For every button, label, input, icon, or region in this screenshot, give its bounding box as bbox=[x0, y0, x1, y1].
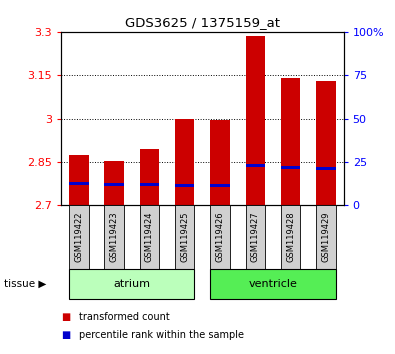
Text: GSM119427: GSM119427 bbox=[251, 212, 260, 263]
Bar bbox=[316, 81, 336, 205]
Text: GSM119426: GSM119426 bbox=[216, 212, 225, 263]
Text: GSM119429: GSM119429 bbox=[322, 212, 331, 262]
Bar bbox=[104, 183, 124, 186]
Text: atrium: atrium bbox=[113, 279, 150, 289]
Bar bbox=[69, 155, 88, 205]
Text: tissue ▶: tissue ▶ bbox=[4, 279, 46, 289]
Text: transformed count: transformed count bbox=[79, 312, 170, 322]
Bar bbox=[316, 167, 336, 170]
Text: GSM119422: GSM119422 bbox=[74, 212, 83, 262]
Title: GDS3625 / 1375159_at: GDS3625 / 1375159_at bbox=[125, 16, 280, 29]
Text: percentile rank within the sample: percentile rank within the sample bbox=[79, 330, 244, 339]
Text: GSM119423: GSM119423 bbox=[110, 212, 118, 263]
Bar bbox=[140, 183, 159, 186]
Text: ■: ■ bbox=[61, 312, 70, 322]
Text: GSM119424: GSM119424 bbox=[145, 212, 154, 262]
Bar bbox=[281, 78, 301, 205]
Bar bbox=[211, 120, 230, 205]
Bar bbox=[104, 160, 124, 205]
Text: ■: ■ bbox=[61, 330, 70, 339]
Text: GSM119428: GSM119428 bbox=[286, 212, 295, 263]
Bar bbox=[281, 166, 301, 169]
Bar bbox=[246, 36, 265, 205]
Bar bbox=[175, 184, 194, 187]
Bar bbox=[211, 184, 230, 187]
Bar bbox=[69, 182, 88, 185]
Text: ventricle: ventricle bbox=[248, 279, 297, 289]
Text: GSM119425: GSM119425 bbox=[180, 212, 189, 262]
Bar bbox=[140, 149, 159, 205]
Bar bbox=[246, 164, 265, 167]
Bar bbox=[175, 119, 194, 205]
